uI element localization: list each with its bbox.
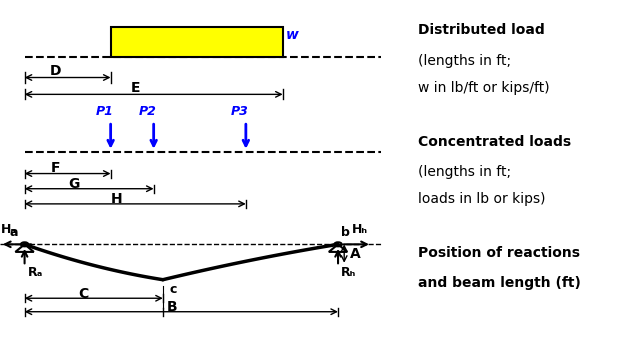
- Text: c: c: [169, 283, 176, 296]
- Text: P2: P2: [138, 105, 156, 118]
- Text: Rₐ: Rₐ: [27, 266, 43, 279]
- Text: Rₕ: Rₕ: [341, 266, 356, 279]
- Text: Position of reactions: Position of reactions: [418, 246, 580, 260]
- Text: H: H: [111, 192, 123, 206]
- Text: Hₐ: Hₐ: [1, 223, 17, 236]
- Text: and beam length (ft): and beam length (ft): [418, 276, 581, 290]
- Text: G: G: [68, 177, 80, 191]
- Text: C: C: [78, 287, 88, 301]
- Text: (lengths in ft;: (lengths in ft;: [418, 54, 511, 68]
- Text: Hₕ: Hₕ: [351, 223, 368, 236]
- Text: Concentrated loads: Concentrated loads: [418, 134, 571, 149]
- Text: P1: P1: [95, 105, 113, 118]
- Bar: [111, 27, 283, 57]
- Text: Distributed load: Distributed load: [418, 23, 545, 37]
- Text: E: E: [130, 81, 140, 95]
- Text: w: w: [286, 28, 298, 42]
- Text: D: D: [50, 64, 61, 78]
- Text: A: A: [350, 247, 361, 262]
- Text: P3: P3: [231, 105, 249, 118]
- Text: F: F: [50, 161, 60, 176]
- Text: b: b: [341, 226, 350, 239]
- Text: w in lb/ft or kips/ft): w in lb/ft or kips/ft): [418, 81, 549, 95]
- Text: a: a: [10, 226, 19, 239]
- Text: B: B: [167, 300, 178, 314]
- Text: (lengths in ft;: (lengths in ft;: [418, 165, 511, 179]
- Text: loads in lb or kips): loads in lb or kips): [418, 192, 546, 206]
